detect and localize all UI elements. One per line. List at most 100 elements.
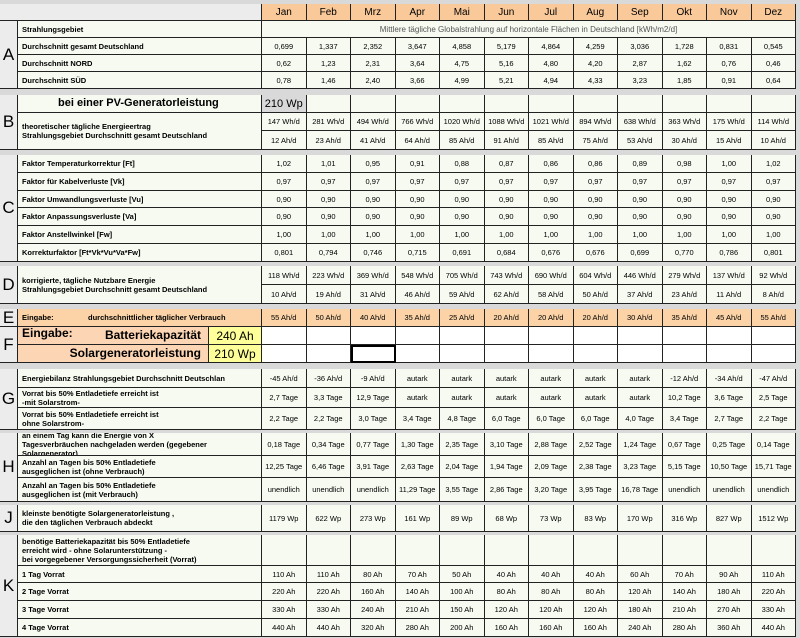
value-cell: 50 Ah/d [573, 285, 618, 304]
cell-text: 50 Ah [452, 569, 472, 579]
cell-text: 3,647 [407, 41, 427, 51]
value-cell: 4,8 Tage [440, 408, 485, 430]
cell-text: 30 Ah/d [671, 135, 697, 145]
cell-text: 766 Wh/d [401, 117, 434, 126]
value-cell: 0,676 [529, 244, 574, 262]
section-letter-text: J [4, 508, 13, 527]
cell-text: 35 Ah/d [404, 313, 430, 322]
cell-text: unendlich [356, 485, 389, 494]
value-cell [395, 327, 440, 345]
value-cell: 210 Ah [395, 601, 440, 619]
value-cell: 6,0 Tage [529, 408, 574, 430]
cell-text: 0,77 Tage [356, 439, 390, 449]
cell-text: 0,545 [763, 41, 783, 51]
value-cell: 0,97 [440, 173, 485, 191]
value-cell: 120 Ah [529, 601, 574, 619]
row-label: theoretischer tägliche Energieertrag Stra… [18, 113, 262, 150]
value-cell: 220 Ah [306, 583, 351, 601]
label-line: an einem Tag kann die Energie von X [22, 433, 154, 440]
cell-text: 0,97 [498, 177, 514, 186]
section-letter: C [0, 155, 18, 262]
cell-text: 330 Ah [272, 605, 296, 614]
section-letter-text: K [2, 575, 15, 595]
cell-text: 2,35 Tage [445, 439, 479, 449]
value-cell [618, 535, 663, 566]
value-cell: 440 Ah [306, 619, 351, 637]
cell-text: 0,90 [765, 194, 781, 204]
cell-text: -45 Ah/d [269, 373, 298, 383]
cell-text: 0,91 [721, 75, 737, 85]
value-cell: 0,90 [262, 191, 307, 208]
label-line: Durchschnitt SÜD [22, 75, 87, 85]
value-cell [262, 327, 307, 345]
value-cell: -9 Ah/d [351, 369, 396, 388]
value-cell: autark [573, 388, 618, 408]
cell-text: 3,10 Tage [489, 439, 523, 449]
month-header: Jan [262, 4, 307, 21]
cell-text: 160 Ah [494, 623, 518, 632]
cell-text: 0,34 Tage [311, 439, 345, 449]
cell-text: 37 Ah/d [627, 289, 653, 299]
value-cell [351, 95, 396, 113]
cell-text: 622 Wp [315, 513, 342, 523]
value-cell [395, 345, 440, 363]
value-cell: 0,90 [440, 191, 485, 208]
row-label: benötige Batteriekapazität bis 50% Entla… [18, 535, 262, 566]
value-cell: 0,90 [306, 208, 351, 226]
value-cell: 175 Wh/d [707, 113, 752, 131]
value-cell: 147 Wh/d [262, 113, 307, 131]
cell-text: 40 Ah/d [360, 313, 386, 322]
value-cell: autark [484, 388, 529, 408]
cell-text: 2,38 Tage [578, 462, 612, 471]
value-cell: 4,80 [529, 55, 574, 72]
cell-text: 73 Wp [539, 513, 562, 523]
cell-text: 10,50 Tage [710, 462, 748, 471]
value-cell [484, 535, 529, 566]
cell-text: 0,97 [365, 177, 381, 186]
value-cell: 1088 Wh/d [484, 113, 529, 131]
label-line: Faktor für Kabelverluste [Vk] [22, 177, 125, 186]
value-cell: 0,97 [707, 173, 752, 191]
value-cell: 0,97 [573, 173, 618, 191]
input-prefix: Eingabe: [22, 313, 54, 322]
value-cell: 3,0 Tage [351, 408, 396, 430]
value-cell: 0,90 [707, 191, 752, 208]
cell-text: 170 Wp [626, 513, 653, 523]
value-cell: 50 Ah/d [306, 309, 351, 327]
value-cell: 548 Wh/d [395, 266, 440, 285]
value-cell: 1,337 [306, 38, 351, 55]
cell-text: 50 Ah/d [315, 313, 341, 322]
label-line: ausgeglichen ist (ohne Verbrauch) [22, 466, 145, 476]
row-label: Anzahl an Tagen bis 50% Entladetiefe ausg… [18, 456, 262, 478]
cell-text: 240 Ah [628, 623, 652, 632]
row-label: bei einer PV-Generatorleistung [18, 95, 262, 113]
value-cell [573, 95, 618, 113]
value-cell: 0,786 [707, 244, 752, 262]
value-cell [751, 95, 796, 113]
cell-text: 2,52 Tage [578, 439, 612, 449]
value-cell: 0,90 [306, 191, 351, 208]
value-cell: 220 Ah [262, 583, 307, 601]
value-cell [529, 95, 574, 113]
value-cell: 4,99 [440, 72, 485, 89]
value-cell: 1,00 [707, 155, 752, 173]
label-line: 2 Tage Vorrat [22, 587, 69, 596]
cell-text: 0,676 [541, 248, 561, 257]
cell-text: 1,00 [721, 159, 737, 168]
cell-text: 0,90 [543, 212, 559, 221]
cell-text: 2,40 [365, 75, 381, 85]
cell-text: 0,90 [587, 212, 603, 221]
value-cell: 1,00 [618, 226, 663, 244]
cell-text: 50 Ah/d [582, 289, 608, 299]
label-line: Strahlungsgebiet Durchschnitt gesamt Deu… [22, 131, 208, 140]
cell-text: 40 Ah [585, 569, 605, 579]
value-cell: 110 Ah [751, 566, 796, 583]
cell-text: 4,33 [587, 75, 603, 85]
value-cell [484, 95, 529, 113]
value-cell: 114 Wh/d [751, 113, 796, 131]
value-cell: 1,23 [306, 55, 351, 72]
cell-text: 4,8 Tage [447, 414, 477, 423]
label-line: Strahlungsgebiet [22, 24, 84, 34]
cell-text: 15,71 Tage [754, 462, 792, 471]
label-line: Anzahl an Tagen bis 50% Entladetiefe [22, 457, 156, 467]
